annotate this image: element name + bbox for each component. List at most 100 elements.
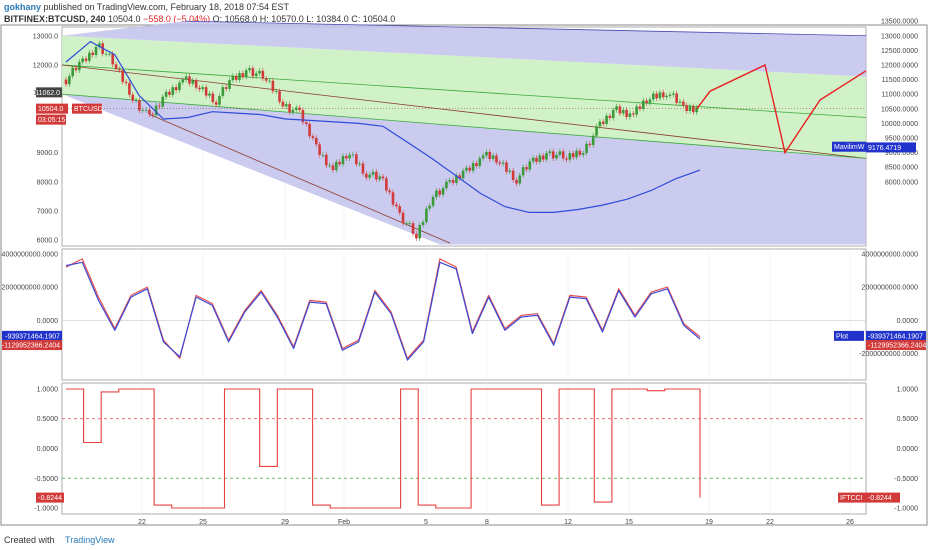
candle-body — [648, 99, 652, 103]
symbol-name: BITFINEX:BTCUSD, 240 — [4, 14, 106, 24]
created-with-label: Created with — [4, 535, 55, 545]
pitchfork-handle — [149, 114, 451, 244]
candle-body — [525, 167, 528, 170]
ifti-y-tick-left: 1.0000 — [37, 386, 59, 393]
osc-panel-frame — [61, 248, 867, 381]
last-price: 10504.0 — [108, 14, 141, 24]
candle-body — [405, 223, 408, 225]
ifti-y-tick-right: 0.5000 — [897, 416, 919, 423]
x-tick-label: 29 — [281, 519, 289, 526]
y-tick-right: 12500.0000 — [881, 48, 918, 55]
candle-body — [675, 93, 678, 103]
osc-y-tick-right: 2000000000.0000 — [862, 285, 919, 292]
candle-body — [181, 79, 185, 83]
candle-body — [134, 100, 138, 102]
candle-body — [338, 161, 341, 165]
candle-body — [475, 163, 478, 166]
candle-body — [361, 163, 365, 174]
candle-body — [234, 76, 238, 80]
candle-body — [94, 46, 98, 56]
candle-body — [535, 157, 538, 162]
candle-body — [304, 122, 308, 124]
ifti-y-tick-right: -1.0000 — [894, 506, 918, 513]
mavilimw-line — [65, 40, 701, 213]
outer-frame — [0, 24, 928, 526]
x-tick-label: 12 — [564, 519, 572, 526]
osc-blue-tag-right: -939371464.1907 — [868, 333, 923, 340]
candle-body — [381, 176, 385, 179]
candle-body — [465, 167, 468, 171]
candle-body — [158, 105, 161, 107]
candle-body — [128, 83, 131, 95]
candle-body — [314, 137, 318, 145]
symbol-line: BITFINEX:BTCUSD, 240 10504.0 −558.0 (−5.… — [4, 13, 395, 25]
x-tick-label: 22 — [138, 519, 146, 526]
candle-body — [488, 151, 492, 159]
osc-red-tag-right-bg — [866, 340, 926, 351]
ma-label-tag: MavilimW — [834, 144, 865, 151]
candle-body — [491, 155, 495, 159]
candle-body — [291, 109, 295, 113]
y-tick-right: 12000.0000 — [881, 62, 918, 69]
candle-body — [611, 109, 615, 119]
ifti-y-tick-right: -0.5000 — [894, 476, 918, 483]
candle-body — [651, 93, 655, 100]
y-tick-right: 10000.0000 — [881, 121, 918, 128]
candle-body — [461, 170, 465, 179]
candle-body — [368, 174, 371, 178]
candle-body — [558, 151, 562, 155]
candle-body — [201, 87, 205, 90]
candle-body — [531, 157, 535, 162]
tradingview-logo[interactable]: TradingView — [65, 535, 115, 545]
pitchfork-lower-warning-line — [61, 93, 867, 159]
candle-body — [658, 92, 662, 99]
candle-body — [355, 154, 358, 165]
candle-body — [198, 87, 201, 90]
candle-body — [458, 175, 462, 179]
candle-body — [401, 212, 405, 224]
candle-body — [391, 192, 395, 205]
candle-body — [151, 114, 155, 116]
candle-body — [184, 76, 188, 80]
x-tick-label: 5 — [424, 519, 428, 526]
x-tick-label: Feb — [338, 519, 350, 526]
candle-body — [261, 70, 265, 79]
candle-body — [194, 80, 198, 88]
candle-body — [505, 162, 508, 172]
y-tick-right: 11000.0000 — [882, 92, 919, 99]
candle-body — [425, 208, 428, 223]
candle-body — [378, 176, 381, 180]
publish-line: gokhany published on TradingView.com, Fe… — [4, 1, 289, 13]
candle-body — [121, 70, 125, 82]
candle-body — [631, 113, 635, 115]
price-crosshair-tag: 11062.0 — [35, 90, 60, 97]
symbol-tag: BTCUSD — [74, 106, 103, 113]
candle-body — [692, 106, 695, 113]
candle-body — [244, 70, 248, 77]
candle-body — [421, 222, 425, 225]
candle-body — [154, 105, 158, 116]
osc-red-tag-bg — [2, 340, 62, 351]
candle-body — [601, 121, 605, 124]
candle-body — [171, 87, 175, 95]
osc-blue-tag: -939371464.1907 — [5, 333, 60, 340]
candle-body — [174, 87, 178, 91]
candle-body — [188, 76, 191, 84]
ifti-last-tag-right: -0.8244 — [868, 495, 892, 502]
candle-body — [581, 153, 585, 155]
candle-body — [254, 73, 258, 77]
candle-body — [408, 223, 411, 225]
candle-body — [268, 80, 271, 82]
candle-body — [438, 190, 442, 195]
osc-y-tick-left: 2000000000.0000 — [2, 285, 59, 292]
candle-body — [168, 91, 171, 95]
candle-body — [375, 171, 378, 180]
candle-body — [538, 155, 542, 162]
last-price-tag: 10504.0 — [38, 106, 63, 113]
candle-body — [625, 109, 628, 117]
candle-body — [161, 96, 165, 107]
candle-body — [251, 68, 255, 77]
author-name[interactable]: gokhany — [4, 2, 42, 12]
candle-body — [441, 188, 445, 195]
